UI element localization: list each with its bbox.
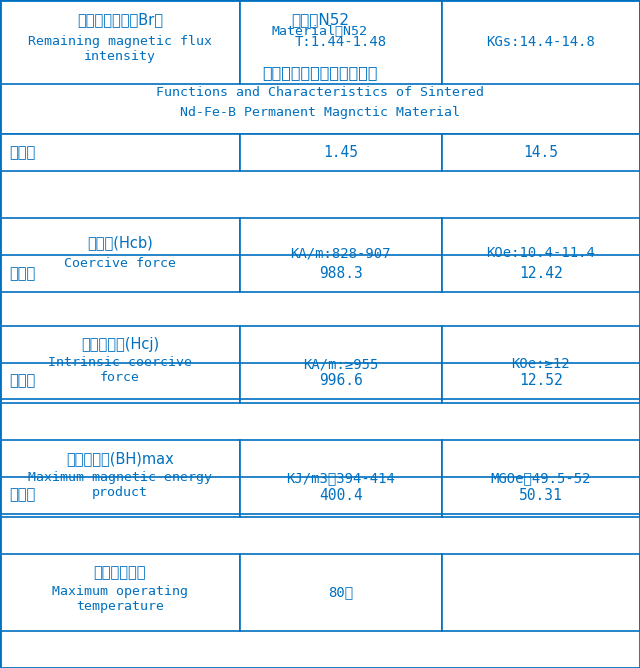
Bar xyxy=(442,477,640,514)
Bar xyxy=(240,325,442,403)
Text: KGs:14.4-14.8: KGs:14.4-14.8 xyxy=(486,35,595,49)
Bar xyxy=(442,134,640,171)
Text: 996.6: 996.6 xyxy=(319,373,363,389)
Bar xyxy=(0,440,240,517)
Text: 剩磁感应强度（Br）: 剩磁感应强度（Br） xyxy=(77,13,163,27)
Text: 内禀矫顽力(Hcj): 内禀矫顽力(Hcj) xyxy=(81,337,159,351)
Text: 测试值: 测试值 xyxy=(10,145,36,160)
Text: Remaining magnetic flux
intensity: Remaining magnetic flux intensity xyxy=(28,35,212,63)
Bar xyxy=(0,363,240,399)
Bar xyxy=(0,477,240,514)
Bar xyxy=(0,0,640,51)
Text: Maximum magnetic energy
product: Maximum magnetic energy product xyxy=(28,470,212,498)
Text: 12.42: 12.42 xyxy=(519,266,563,281)
Text: 1.45: 1.45 xyxy=(323,145,358,160)
Bar xyxy=(442,0,640,84)
Bar xyxy=(0,134,240,171)
Bar xyxy=(0,0,240,84)
Bar xyxy=(442,255,640,292)
Bar xyxy=(0,218,240,289)
Text: 材质：N52: 材质：N52 xyxy=(291,12,349,27)
Bar xyxy=(442,554,640,631)
Bar xyxy=(0,255,240,292)
Text: 14.5: 14.5 xyxy=(524,145,558,160)
Bar xyxy=(240,477,442,514)
Bar xyxy=(442,218,640,289)
Text: 最大磁能积(BH)max: 最大磁能积(BH)max xyxy=(66,451,174,466)
Bar xyxy=(442,325,640,403)
Bar xyxy=(442,363,640,399)
Text: 测试值: 测试值 xyxy=(10,373,36,389)
Text: MGOe：49.5-52: MGOe：49.5-52 xyxy=(490,472,591,486)
Bar xyxy=(0,51,640,134)
Text: Intrinsic coercive
force: Intrinsic coercive force xyxy=(48,357,192,384)
Text: 测试值: 测试值 xyxy=(10,266,36,281)
Bar xyxy=(240,363,442,399)
Text: 12.52: 12.52 xyxy=(519,373,563,389)
Bar xyxy=(240,134,442,171)
Text: 最高工作温度: 最高工作温度 xyxy=(93,565,147,580)
Bar xyxy=(240,554,442,631)
Text: 测试值: 测试值 xyxy=(10,488,36,502)
Bar xyxy=(240,218,442,289)
Text: Functions and Characteristics of Sintered: Functions and Characteristics of Sintere… xyxy=(156,86,484,99)
Text: 988.3: 988.3 xyxy=(319,266,363,281)
Bar xyxy=(240,440,442,517)
Text: Material：N52: Material：N52 xyxy=(272,25,368,38)
Bar xyxy=(0,325,240,403)
Text: Nd-Fe-B Permanent Magnctic Material: Nd-Fe-B Permanent Magnctic Material xyxy=(180,106,460,119)
Bar xyxy=(240,0,442,84)
Bar xyxy=(442,440,640,517)
Bar xyxy=(0,554,240,631)
Text: KOe:10.4-11.4: KOe:10.4-11.4 xyxy=(486,246,595,261)
Bar xyxy=(240,255,442,292)
Text: KA/m:≥955: KA/m:≥955 xyxy=(303,357,378,371)
Text: KA/m:828-907: KA/m:828-907 xyxy=(291,246,391,261)
Text: Coercive force: Coercive force xyxy=(64,257,176,270)
Text: KOe:≥12: KOe:≥12 xyxy=(511,357,570,371)
Text: Maximum operating
temperature: Maximum operating temperature xyxy=(52,584,188,613)
Text: 80℃: 80℃ xyxy=(328,585,353,599)
Text: KJ/m3：394-414: KJ/m3：394-414 xyxy=(286,472,396,486)
Text: 矫顽力(Hcb): 矫顽力(Hcb) xyxy=(87,234,153,250)
Text: 50.31: 50.31 xyxy=(519,488,563,502)
Text: T:1.44-1.48: T:1.44-1.48 xyxy=(295,35,387,49)
Text: 烧结钕铁硼性能和物理特性: 烧结钕铁硼性能和物理特性 xyxy=(262,65,378,80)
Text: 400.4: 400.4 xyxy=(319,488,363,502)
